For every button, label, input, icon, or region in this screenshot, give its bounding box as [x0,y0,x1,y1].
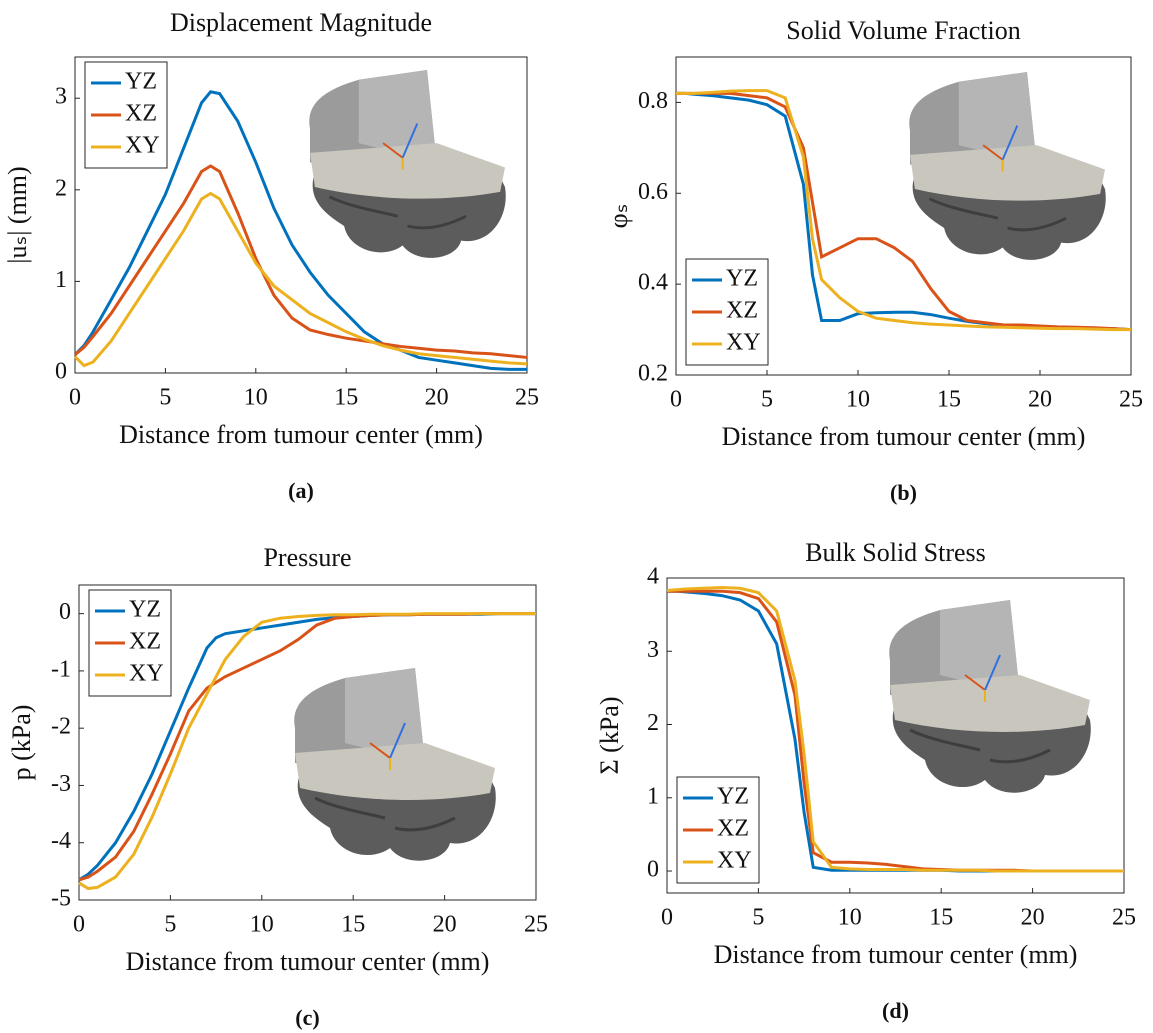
x-axis-label: Distance from tumour center (mm) [722,422,1086,451]
panel-label: (c) [295,1005,319,1030]
x-tick-label: 10 [838,905,862,931]
y-tick-label: -5 [51,886,71,912]
chart-title: Pressure [263,543,351,572]
x-tick-label: 15 [937,387,961,413]
y-tick-label: 0 [55,359,67,385]
x-tick-label: 10 [244,385,268,411]
x-tick-label: 25 [524,912,548,938]
panel: Pressure Distance from tumour center (mm)… [7,543,548,1030]
data-line [666,586,1124,873]
legend-label: XZ [726,298,758,324]
legend-label: XZ [129,629,161,655]
y-tick-label: 2 [647,710,659,736]
x-tick-label: 5 [761,387,773,413]
y-tick-label: 0 [647,857,659,883]
plot-frame [666,577,1125,894]
chart-title: Displacement Magnitude [170,8,432,37]
legend-label: XZ [125,101,157,127]
y-tick-label: 0.2 [638,361,668,387]
data-line [676,91,1132,332]
panel: Solid Volume Fraction Distance from tumou… [604,16,1143,505]
x-tick-label: 5 [159,385,171,411]
y-tick-label: 0.8 [638,88,668,114]
x-tick-label: 0 [69,385,81,411]
y-tick-label: -1 [51,656,71,682]
panel-label: (d) [882,998,909,1023]
tumour-inset [887,598,1093,795]
y-axis-label: Σ (kPa) [595,697,624,775]
panel: Displacement Magnitude Distance from tumo… [3,8,539,503]
chart-title: Bulk Solid Stress [805,538,986,567]
y-tick-label: 1 [55,267,67,293]
plot-frame [675,56,1132,376]
x-tick-label: 20 [433,912,457,938]
y-tick-label: 0.4 [638,270,668,296]
x-tick-label: 5 [164,912,176,938]
y-tick-label: 3 [647,637,659,663]
legend-label: XY [129,661,164,687]
x-tick-label: 0 [670,387,682,413]
legend-label: XY [125,133,160,159]
x-tick-label: 20 [425,385,449,411]
data-line [73,90,527,371]
x-tick-label: 25 [1112,905,1136,931]
x-tick-label: 0 [661,905,673,931]
y-tick-label: 4 [647,564,659,590]
legend-label: YZ [726,266,758,292]
data-line [78,612,536,891]
tumour-inset [292,666,498,863]
legend-label: YZ [125,69,157,95]
legend-label: XY [717,848,752,874]
x-tick-label: 20 [1021,905,1045,931]
y-axis-label: p (kPa) [7,705,36,781]
y-tick-label: -4 [51,828,71,854]
x-tick-label: 15 [341,912,365,938]
legend-label: YZ [129,597,161,623]
x-axis-label: Distance from tumour center (mm) [119,420,483,449]
legend-label: XZ [717,816,749,842]
x-tick-label: 25 [1119,387,1143,413]
x-tick-label: 5 [752,905,764,931]
y-tick-label: 1 [647,783,659,809]
y-tick-label: -3 [51,771,71,797]
y-tick-label: 0 [59,599,71,625]
y-tick-label: -2 [51,714,71,740]
x-axis-label: Distance from tumour center (mm) [126,947,490,976]
tumour-inset [907,70,1108,262]
y-axis-label: |uₛ| (mm) [3,166,32,263]
x-axis-label: Distance from tumour center (mm) [714,940,1078,969]
y-tick-label: 0.6 [638,179,668,205]
x-tick-label: 15 [334,385,358,411]
data-line [73,191,528,368]
plot-frame [78,584,537,901]
panel-label: (a) [288,478,314,503]
chart-title: Solid Volume Fraction [786,16,1021,45]
x-tick-label: 25 [515,385,539,411]
x-tick-label: 0 [73,912,85,938]
x-tick-label: 15 [929,905,953,931]
plot-frame [74,56,528,374]
y-tick-label: 2 [55,175,67,201]
tumour-inset [307,68,508,260]
panel-label: (b) [890,480,917,505]
legend-label: XY [726,330,761,356]
y-axis-label: φₛ [604,204,633,229]
legend-label: YZ [717,784,749,810]
data-line [74,164,528,359]
x-tick-label: 10 [250,912,274,938]
x-tick-label: 10 [846,387,870,413]
x-tick-label: 20 [1028,387,1052,413]
y-tick-label: 3 [55,84,67,110]
panel: Bulk Solid Stress Distance from tumour ce… [595,538,1136,1023]
data-line [676,89,1131,332]
